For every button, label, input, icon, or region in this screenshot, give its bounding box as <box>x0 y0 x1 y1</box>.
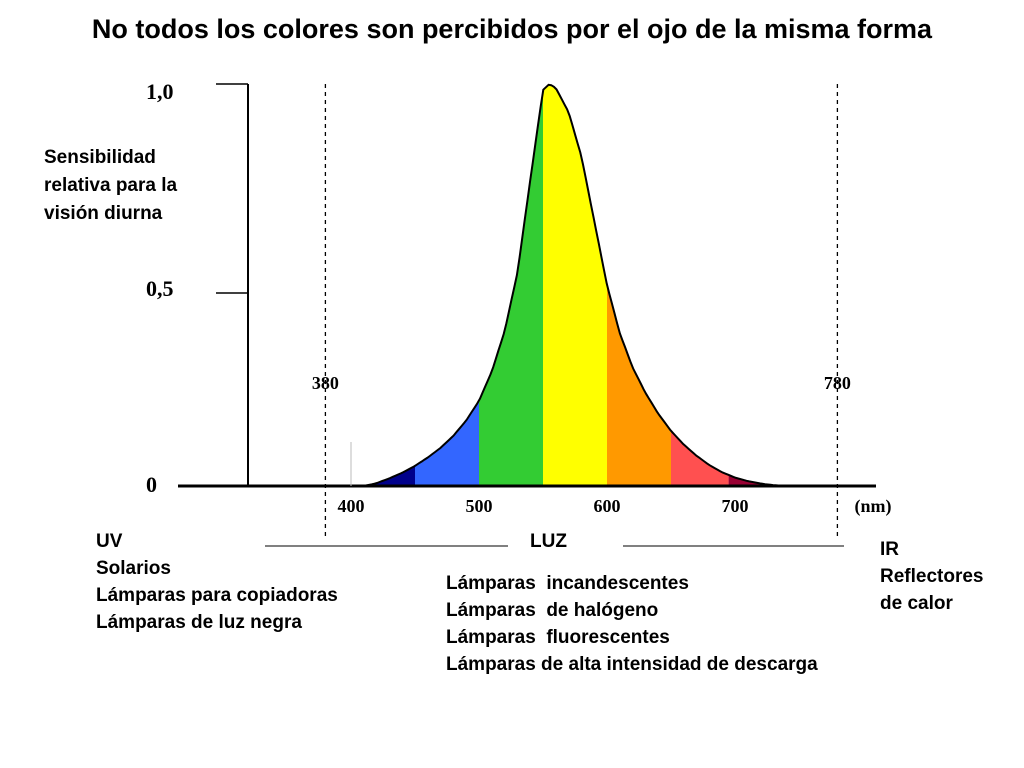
y-tick-label-0: 0 <box>146 472 157 497</box>
marker-label-380: 380 <box>312 373 339 393</box>
y-axis-label-line: visión diurna <box>44 203 163 224</box>
ir-legend-line: de calor <box>880 593 953 614</box>
y-axis-label-line: Sensibilidad <box>44 147 156 168</box>
ir-legend-line: IR <box>880 539 899 560</box>
luz-legend: Lámparas incandescentes Lámparas de haló… <box>446 570 818 678</box>
luz-legend-line: Lámparas de alta intensidad de descarga <box>446 654 818 675</box>
y-axis-label: Sensibilidad relativa para la visión diu… <box>44 144 177 228</box>
x-tick-label-400: 400 <box>338 496 365 516</box>
x-unit-label: (nm) <box>855 496 892 517</box>
uv-legend-line: Solarios <box>96 558 171 579</box>
uv-legend-line: Lámparas para copiadoras <box>96 585 338 606</box>
curve-outline <box>363 83 787 487</box>
marker-label-780: 780 <box>824 373 851 393</box>
luz-legend-line: Lámparas fluorescentes <box>446 627 670 648</box>
luz-label: LUZ <box>530 531 567 552</box>
uv-legend-line: UV <box>96 531 123 552</box>
spectrum-band-0 <box>363 465 415 486</box>
uv-legend-line: Lámparas de luz negra <box>96 612 302 633</box>
x-tick-label-500: 500 <box>466 496 493 516</box>
y-axis-label-line: relativa para la <box>44 175 178 196</box>
ir-legend: IR Reflectores de calor <box>880 536 984 617</box>
y-tick-label-1: 1,0 <box>146 79 174 104</box>
spectrum-band-4 <box>607 285 671 486</box>
spectrum-bands <box>363 85 787 486</box>
spectrum-band-3 <box>543 85 607 486</box>
luz-legend-line: Lámparas incandescentes <box>446 573 689 594</box>
x-tick-label-600: 600 <box>594 496 621 516</box>
ir-legend-line: Reflectores <box>880 566 984 587</box>
spectrum-band-2 <box>479 90 543 486</box>
x-tick-label-700: 700 <box>722 496 749 516</box>
y-tick-label-0-5: 0,5 <box>146 276 174 301</box>
luz-legend-line: Lámparas de halógeno <box>446 600 659 621</box>
page-title: No todos los colores son percibidos por … <box>91 14 933 44</box>
uv-legend: UV Solarios Lámparas para copiadoras Lám… <box>96 528 338 636</box>
spectrum-band-6 <box>728 474 787 486</box>
spectrum-band-1 <box>415 400 479 486</box>
